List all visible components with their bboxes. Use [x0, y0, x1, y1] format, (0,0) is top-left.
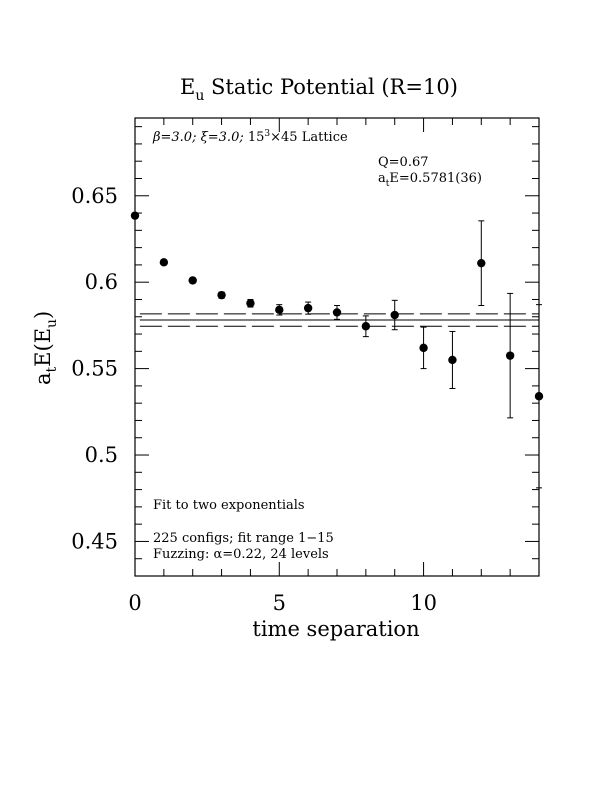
point-marker — [390, 310, 399, 320]
data-points — [130, 211, 544, 489]
x-tick-label: 10 — [410, 591, 437, 615]
point-marker — [246, 299, 255, 308]
point-marker — [159, 258, 169, 267]
y-axis-label: atE(Eu) — [31, 311, 60, 385]
data-point — [534, 304, 544, 489]
x-axis-label: time separation — [252, 617, 419, 641]
data-point — [477, 220, 486, 307]
data-point — [217, 290, 226, 300]
y-tick-label: 0.5 — [85, 443, 118, 467]
y-tick-label: 0.6 — [85, 270, 118, 294]
chart-title: Eu Static Potential (R=10) — [180, 75, 458, 104]
axis-ticks — [134, 118, 540, 577]
tick-labels: 0.45 0.5 0.55 0.6 0.65 0 5 10 — [71, 184, 437, 615]
data-point — [188, 276, 197, 285]
point-marker — [275, 305, 284, 315]
data-point — [159, 258, 169, 267]
data-point — [275, 304, 284, 316]
point-marker — [448, 355, 457, 365]
point-marker — [361, 322, 371, 331]
data-point — [246, 298, 255, 308]
data-point — [130, 211, 140, 220]
data-point — [303, 301, 313, 315]
point-marker — [534, 392, 544, 401]
data-point — [505, 292, 515, 419]
y-tick-label: 0.45 — [71, 529, 118, 553]
point-marker — [217, 290, 226, 300]
q-annotation: Q=0.67 — [378, 155, 429, 170]
point-marker — [332, 308, 342, 317]
point-marker — [303, 303, 313, 313]
point-marker — [188, 276, 197, 285]
data-point — [448, 330, 457, 389]
fit-type-annotation: Fit to two exponentials — [153, 498, 305, 513]
fit-value-annotation: atE=0.5781(36) — [378, 171, 482, 189]
data-point — [332, 305, 342, 320]
point-marker — [130, 211, 140, 220]
fuzzing-annotation: Fuzzing: α=0.22, 24 levels — [153, 547, 329, 562]
data-point — [361, 315, 371, 338]
point-marker — [505, 351, 515, 360]
configs-annotation: 225 configs; fit range 1−15 — [153, 531, 334, 546]
y-tick-label: 0.65 — [71, 184, 118, 208]
lattice-annotation: β=3.0; ξ=3.0; 153×45 Lattice — [152, 129, 348, 145]
x-tick-label: 5 — [273, 591, 286, 615]
point-marker — [477, 258, 486, 268]
point-marker — [419, 343, 428, 353]
x-tick-label: 0 — [128, 591, 141, 615]
y-tick-label: 0.55 — [71, 357, 118, 381]
data-point — [390, 299, 399, 331]
data-point — [419, 326, 428, 370]
